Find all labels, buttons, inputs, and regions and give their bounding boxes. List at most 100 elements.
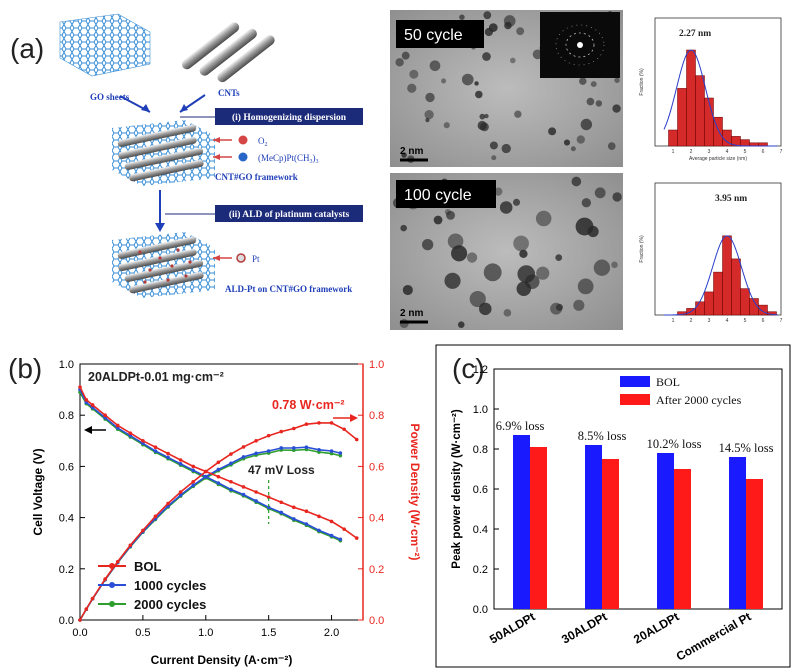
series-point <box>128 433 133 438</box>
histogram-annotation: 2.27 nm <box>679 29 711 39</box>
series-point <box>191 479 195 484</box>
histogram-bar <box>677 88 687 147</box>
series-point <box>241 492 246 497</box>
nanoparticle <box>494 187 503 196</box>
cnts-label: CNTs <box>218 88 240 98</box>
histogram-bar <box>713 271 723 316</box>
histogram-tick-label: 2 <box>690 149 693 155</box>
nanoparticle <box>441 78 447 84</box>
nanoparticle <box>424 109 434 120</box>
series-point <box>254 499 258 503</box>
nanoparticle <box>513 235 529 252</box>
nanoparticle <box>586 97 595 106</box>
nanoparticle <box>399 319 409 329</box>
x-tick-label: 1.0 <box>198 627 213 639</box>
series-point <box>78 385 82 389</box>
pt-label: Pt <box>252 254 260 264</box>
series-point <box>317 421 321 425</box>
cnt-illustration <box>181 22 275 83</box>
nanoparticle <box>594 187 606 199</box>
legend-label: 1000 cycles <box>134 578 206 593</box>
series-point <box>317 514 321 519</box>
framework-label: CNT#GO framework <box>215 172 298 182</box>
y-left-tick-label: 0.6 <box>59 461 74 473</box>
series-point <box>84 398 89 402</box>
nanoparticle <box>607 142 616 150</box>
nanoparticle <box>401 51 410 60</box>
nanoparticle <box>491 155 497 161</box>
legend-marker <box>109 601 115 607</box>
series-point <box>229 452 233 456</box>
series-point <box>128 543 133 548</box>
series-point <box>191 483 195 488</box>
series-point <box>178 458 183 462</box>
nanoparticle <box>477 120 487 131</box>
nanoparticle <box>614 77 620 83</box>
nanoparticle <box>484 113 489 119</box>
nanoparticle <box>575 217 594 236</box>
nanoparticle <box>501 143 511 154</box>
series-point <box>304 445 309 450</box>
series-point <box>166 501 170 506</box>
x-tick-label: 0.0 <box>72 627 87 639</box>
series-line <box>79 386 358 539</box>
series-point <box>178 462 183 466</box>
nanoparticle <box>482 52 491 61</box>
y-tick-label: 0.8 <box>473 444 488 456</box>
y-right-tick-label: 0.8 <box>369 410 384 422</box>
go-sheet-illustration <box>59 13 151 77</box>
loss-label: 8.5% loss <box>578 429 627 443</box>
y-tick-label: 0.4 <box>473 524 488 536</box>
nanoparticle <box>509 57 516 64</box>
y-tick-label: 0.6 <box>473 484 488 496</box>
nanoparticle <box>443 122 450 129</box>
series-point <box>153 514 158 519</box>
series-point <box>178 493 183 497</box>
step2-label: (ii) ALD of platinum catalysts <box>229 209 350 220</box>
peak-power-annotation: 0.78 W·cm⁻² <box>272 398 345 412</box>
histogram-tick-label: 4 <box>726 318 729 324</box>
histogram-tick-label: 1 <box>672 149 675 155</box>
y-right-tick-label: 1.0 <box>369 359 384 371</box>
nanoparticle <box>590 81 597 88</box>
series-point <box>90 403 95 407</box>
bar <box>674 469 691 609</box>
histogram-bar <box>740 288 750 316</box>
series-point <box>304 422 309 426</box>
bar <box>585 445 602 609</box>
y-axis-label: Peak power density (W·cm⁻²) <box>451 409 463 569</box>
nanoparticle <box>483 11 492 20</box>
precursor-label: (MeCp)Pt(CH3)3 <box>258 153 319 165</box>
histogram-tick-label: 3 <box>708 318 711 324</box>
series-point <box>203 474 208 479</box>
series-point <box>141 439 145 443</box>
series-point <box>241 455 246 459</box>
nanoparticle <box>407 83 417 93</box>
nanoparticle <box>429 60 441 72</box>
o2-label: O2 <box>258 136 268 148</box>
series-point <box>254 439 258 443</box>
ald-pt-framework-illustration <box>112 232 215 298</box>
y-right-tick-label: 0.4 <box>369 513 384 525</box>
series-point <box>78 618 82 622</box>
nanoparticle <box>469 290 486 308</box>
nanoparticle <box>514 110 522 118</box>
series-point <box>292 505 296 510</box>
nanoparticle <box>466 252 478 263</box>
legend-label: BOL <box>656 375 680 389</box>
nanoparticle <box>595 100 603 107</box>
nanoparticle <box>395 58 404 67</box>
series-point <box>203 469 208 474</box>
series-point <box>279 446 284 450</box>
scale-label: 2 nm <box>400 146 423 157</box>
histogram-fit-curve <box>663 49 778 147</box>
series-point <box>241 445 246 449</box>
histogram-100-cycle: 1 2 3 4 5 6 7 3.95 nm Fraction (%) <box>639 182 783 324</box>
series-point <box>153 449 158 453</box>
series-point <box>354 536 359 540</box>
series-point <box>266 433 271 438</box>
nanoparticle <box>421 239 434 251</box>
series-point <box>317 447 321 452</box>
nanoparticle <box>483 263 502 282</box>
nanoparticle <box>577 278 594 295</box>
